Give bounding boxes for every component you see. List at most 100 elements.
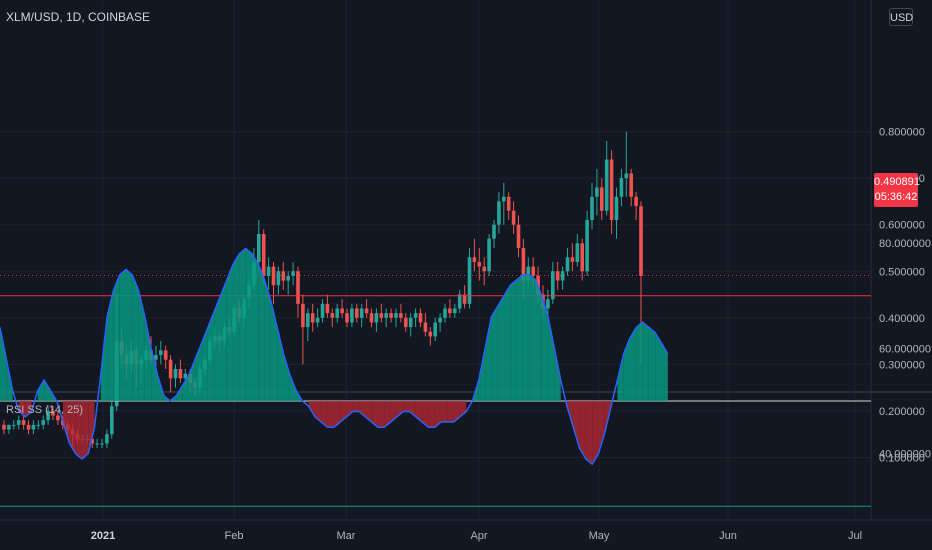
rsi-pane[interactable] — [0, 247, 871, 507]
rsi-fill-segment — [182, 374, 189, 401]
candle-body — [178, 369, 183, 379]
rsi-fill-segment — [327, 401, 334, 428]
candle-body — [639, 206, 643, 276]
price-tick-label: 0.500000 — [879, 266, 925, 278]
rsi-fill-segment — [0, 327, 7, 401]
rsi-fill-segment — [333, 401, 341, 428]
candle — [276, 266, 281, 295]
rsi-fill-segment — [264, 280, 271, 401]
candle — [467, 247, 472, 309]
candle-body — [423, 322, 428, 332]
candle-body — [105, 434, 109, 444]
candle — [266, 257, 271, 290]
symbol-title[interactable]: XLM/USD, 1D, COINBASE — [6, 10, 151, 24]
candle-body — [433, 322, 437, 337]
candle — [408, 313, 413, 337]
candle — [301, 294, 305, 365]
candle-body — [580, 243, 584, 272]
price-tick-label: 0.200000 — [879, 406, 925, 418]
candlestick-series[interactable] — [2, 131, 643, 449]
candle — [41, 415, 45, 430]
rsi-fill-segment — [592, 401, 599, 465]
candle — [100, 438, 104, 449]
time-tick-label: Jun — [719, 530, 737, 542]
candle — [271, 261, 276, 304]
candle — [2, 420, 6, 435]
rsi-fill-segment — [504, 285, 511, 401]
candle — [590, 182, 594, 230]
candle — [7, 424, 11, 435]
candle-body — [110, 406, 114, 435]
rsi-fill-segment — [63, 401, 70, 444]
rsi-fill-segment — [315, 401, 322, 423]
rsi-fill-segment — [270, 301, 278, 401]
candle-body — [281, 271, 286, 281]
candle-body — [51, 410, 55, 416]
rsi-fill-segment — [201, 327, 208, 401]
rsi-fill-segment — [340, 401, 347, 423]
rsi-fill-segment — [529, 274, 536, 401]
rsi-fill-segment — [359, 401, 366, 417]
rsi-fill-segment — [151, 348, 158, 401]
candle-body — [457, 294, 462, 309]
candle — [506, 192, 511, 221]
rsi-fill-segment — [453, 401, 460, 423]
currency-button[interactable]: USD — [889, 8, 913, 26]
rsi-fill-segment — [258, 264, 265, 401]
candle-body — [168, 359, 173, 379]
candle — [364, 299, 369, 318]
rsi-fill-segment — [390, 401, 397, 423]
countdown-timer: 05:36:42 — [874, 191, 918, 203]
candle-body — [482, 266, 486, 272]
candle-body — [526, 266, 531, 281]
candle — [26, 420, 31, 435]
candle-body — [12, 424, 16, 426]
rsi-fill-segment — [37, 379, 45, 401]
rsi-fill-segment — [189, 358, 196, 401]
rsi-fill-segment — [289, 374, 297, 401]
rsi-fill-segment — [661, 343, 668, 401]
candle-body — [506, 196, 511, 211]
candle-body — [448, 308, 452, 314]
rsi-fill-segment — [554, 348, 561, 401]
candle-body — [399, 313, 403, 318]
candle-body — [418, 313, 423, 323]
rsi-fill-segment — [352, 401, 360, 412]
candle-body — [56, 415, 60, 421]
candle-body — [286, 275, 290, 281]
candle — [21, 415, 26, 430]
candle-body — [619, 178, 624, 197]
candle — [320, 299, 325, 323]
candle-body — [497, 201, 501, 225]
candle — [296, 266, 300, 318]
candle — [306, 308, 310, 342]
candle — [477, 247, 482, 281]
candle-body — [350, 308, 354, 323]
rsi-fill-segment — [88, 401, 95, 454]
rsi-fill-segment — [207, 311, 215, 401]
candle-body — [330, 313, 335, 318]
candle — [325, 294, 330, 318]
rsi-fill-segment — [283, 353, 290, 401]
candle — [600, 178, 604, 221]
candle-body — [531, 266, 535, 276]
rsi-indicator-title[interactable]: RSI SS (14, 25) — [6, 404, 84, 416]
candle — [399, 303, 403, 323]
candle — [413, 308, 418, 328]
candle — [570, 243, 575, 272]
rsi-fill-segment — [415, 401, 423, 423]
candle-body — [634, 196, 638, 207]
candle — [609, 150, 614, 235]
rsi-fill-segment — [485, 316, 492, 401]
candle — [516, 215, 521, 258]
candle — [487, 234, 491, 276]
candle — [560, 266, 565, 290]
candle — [12, 420, 16, 430]
rsi-fill-segment — [434, 401, 441, 428]
candle — [546, 289, 550, 318]
rsi-fill-segment — [648, 327, 656, 401]
candle-body — [266, 266, 271, 276]
candle — [359, 303, 364, 328]
rsi-fill-segment — [113, 274, 120, 401]
candle-body — [565, 257, 570, 272]
